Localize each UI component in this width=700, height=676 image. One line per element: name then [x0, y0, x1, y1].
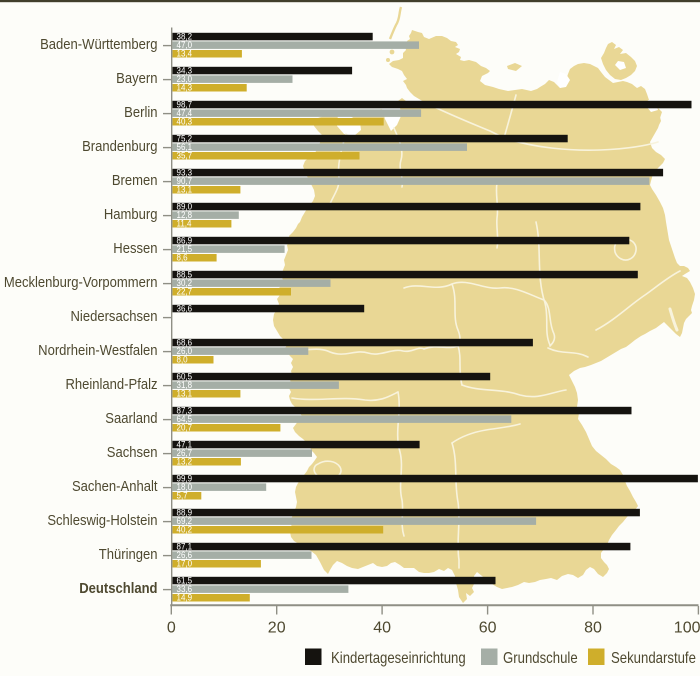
- svg-text:61,5: 61,5: [177, 575, 193, 586]
- svg-text:Brandenburg: Brandenburg: [82, 137, 157, 154]
- svg-text:26,6: 26,6: [177, 549, 193, 560]
- svg-text:98,7: 98,7: [177, 99, 193, 110]
- svg-text:18,0: 18,0: [177, 481, 193, 492]
- svg-text:8,0: 8,0: [177, 354, 188, 365]
- svg-text:60,5: 60,5: [177, 371, 193, 382]
- svg-text:Bayern: Bayern: [116, 69, 157, 86]
- svg-text:Grundschule: Grundschule: [503, 650, 578, 667]
- svg-text:Kindertageseinrichtung: Kindertageseinrichtung: [331, 650, 466, 667]
- svg-text:69,2: 69,2: [177, 515, 193, 526]
- svg-text:40,2: 40,2: [177, 524, 193, 535]
- svg-text:Sachsen: Sachsen: [107, 443, 158, 460]
- svg-text:Baden-Württemberg: Baden-Württemberg: [40, 35, 157, 52]
- svg-text:26,7: 26,7: [177, 447, 193, 458]
- svg-text:88,9: 88,9: [177, 507, 193, 518]
- svg-text:14,9: 14,9: [177, 592, 193, 603]
- svg-text:Niedersachsen: Niedersachsen: [71, 307, 158, 324]
- svg-text:5,7: 5,7: [177, 490, 188, 501]
- svg-text:80: 80: [584, 620, 602, 637]
- svg-text:Thüringen: Thüringen: [99, 545, 158, 562]
- svg-text:Deutschland: Deutschland: [79, 579, 157, 596]
- svg-text:75,2: 75,2: [177, 133, 193, 144]
- svg-text:21,5: 21,5: [177, 243, 193, 254]
- svg-text:Mecklenburg-Vorpommern: Mecklenburg-Vorpommern: [4, 273, 158, 290]
- svg-text:88,5: 88,5: [177, 269, 193, 280]
- svg-text:47,0: 47,0: [177, 39, 193, 50]
- svg-text:14,3: 14,3: [177, 82, 193, 93]
- svg-text:23,0: 23,0: [177, 73, 193, 84]
- svg-text:87,3: 87,3: [177, 405, 193, 416]
- svg-text:99,9: 99,9: [177, 473, 193, 484]
- svg-text:90,7: 90,7: [177, 175, 193, 186]
- svg-text:56,1: 56,1: [177, 141, 193, 152]
- svg-text:87,1: 87,1: [177, 541, 193, 552]
- svg-text:100: 100: [674, 620, 700, 637]
- svg-text:68,6: 68,6: [177, 337, 193, 348]
- svg-text:35,7: 35,7: [177, 150, 193, 161]
- svg-text:0: 0: [167, 620, 176, 637]
- svg-text:40: 40: [373, 620, 391, 637]
- svg-text:40,3: 40,3: [177, 116, 193, 127]
- svg-text:36,6: 36,6: [177, 303, 193, 314]
- svg-text:60: 60: [479, 620, 497, 637]
- svg-text:47,4: 47,4: [177, 107, 193, 118]
- svg-text:20: 20: [268, 620, 286, 637]
- svg-text:30,2: 30,2: [177, 277, 193, 288]
- svg-text:Berlin: Berlin: [124, 103, 157, 120]
- svg-text:Rheinland-Pfalz: Rheinland-Pfalz: [65, 375, 157, 392]
- svg-text:89,0: 89,0: [177, 201, 193, 212]
- svg-text:34,3: 34,3: [177, 65, 193, 76]
- svg-text:31,8: 31,8: [177, 379, 193, 390]
- svg-text:Nordrhein-Westfalen: Nordrhein-Westfalen: [38, 341, 157, 358]
- svg-text:33,6: 33,6: [177, 583, 193, 594]
- svg-text:13,1: 13,1: [177, 388, 193, 399]
- svg-text:26,0: 26,0: [177, 345, 193, 356]
- svg-text:64,5: 64,5: [177, 413, 193, 424]
- svg-text:13,4: 13,4: [177, 48, 193, 59]
- svg-text:13,2: 13,2: [177, 456, 193, 467]
- svg-text:Hamburg: Hamburg: [104, 205, 158, 222]
- svg-text:17,0: 17,0: [177, 558, 193, 569]
- svg-text:11,4: 11,4: [177, 218, 192, 229]
- svg-text:Saarland: Saarland: [105, 409, 157, 426]
- svg-text:47,1: 47,1: [177, 439, 193, 450]
- svg-text:22,7: 22,7: [177, 286, 193, 297]
- svg-text:93,3: 93,3: [177, 167, 193, 178]
- svg-text:Sekundarstufe I: Sekundarstufe I: [611, 650, 700, 667]
- svg-text:8,6: 8,6: [177, 252, 188, 263]
- svg-text:Schleswig-Holstein: Schleswig-Holstein: [47, 511, 157, 528]
- svg-text:Sachen-Anhalt: Sachen-Anhalt: [72, 477, 158, 494]
- svg-text:13,1: 13,1: [177, 184, 193, 195]
- svg-text:Bremen: Bremen: [112, 171, 158, 188]
- svg-text:38,2: 38,2: [177, 31, 193, 42]
- svg-text:12,8: 12,8: [177, 209, 193, 220]
- svg-text:Hessen: Hessen: [113, 239, 157, 256]
- svg-text:20,7: 20,7: [177, 422, 193, 433]
- svg-text:86,9: 86,9: [177, 235, 193, 246]
